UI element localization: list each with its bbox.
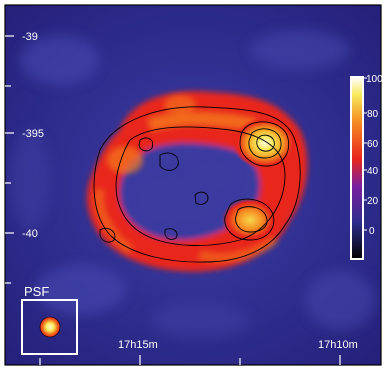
x-tick-label-2: 17h10m [318,339,358,351]
colorbar-tick-0: 0 [369,226,375,237]
colorbar-gradient [350,76,364,260]
y-axis-ticks [5,35,14,284]
x-tick-label-1: 17h15m [118,339,158,351]
y-tick-label-3: -40 [22,228,38,240]
colorbar-tick-100: 100 [366,74,383,85]
colorbar-tick-20: 20 [367,196,379,207]
psf-inset [21,299,78,355]
psf-box [21,299,78,355]
x-axis-ticks [39,355,341,365]
intensity-map [5,5,381,365]
y-tick-label-1: -39 [22,31,38,43]
colorbar: 100 80 60 40 20 0 [350,74,383,260]
map-frame [4,4,382,366]
psf-spot [40,317,60,337]
colorbar-tick-40: 40 [367,166,379,177]
psf-label: PSF [24,284,49,299]
colorbar-tick-60: 60 [367,139,379,150]
colorbar-tick-80: 80 [367,109,379,120]
y-tick-label-2: -395 [22,128,44,140]
hotspot-north-east [233,117,297,169]
contour-overlay [93,106,301,263]
hotspot-south-east [222,198,278,242]
